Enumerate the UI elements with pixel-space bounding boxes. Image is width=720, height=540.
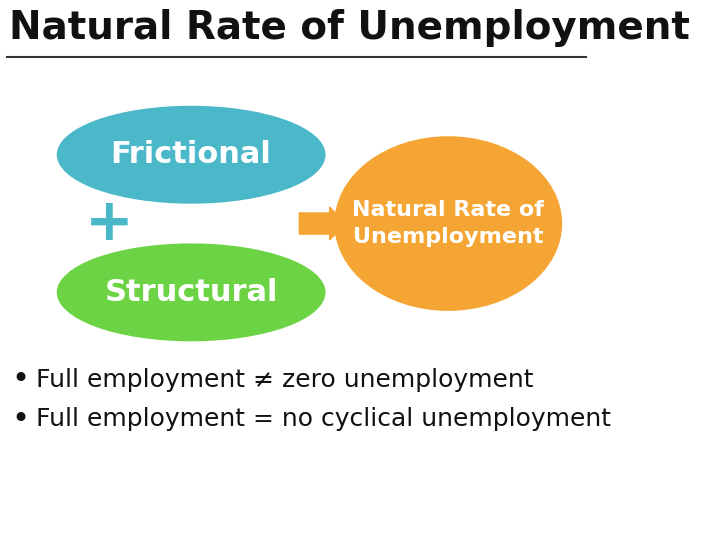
Text: Full employment = no cyclical unemployment: Full employment = no cyclical unemployme… [36, 407, 611, 431]
Text: Natural Rate of
Unemployment: Natural Rate of Unemployment [352, 200, 544, 247]
Text: Structural: Structural [104, 278, 278, 307]
Text: Natural Rate of Unemployment: Natural Rate of Unemployment [9, 9, 690, 46]
FancyArrow shape [300, 207, 346, 240]
Text: •: • [12, 365, 30, 394]
Text: •: • [12, 405, 30, 434]
Text: Frictional: Frictional [111, 140, 271, 169]
Text: Full employment ≠ zero unemployment: Full employment ≠ zero unemployment [36, 368, 534, 392]
Ellipse shape [57, 106, 325, 204]
Ellipse shape [334, 136, 562, 311]
Text: +: + [85, 195, 134, 252]
Ellipse shape [57, 244, 325, 341]
